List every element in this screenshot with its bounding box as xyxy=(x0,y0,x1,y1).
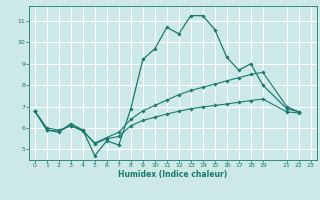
X-axis label: Humidex (Indice chaleur): Humidex (Indice chaleur) xyxy=(118,170,228,179)
